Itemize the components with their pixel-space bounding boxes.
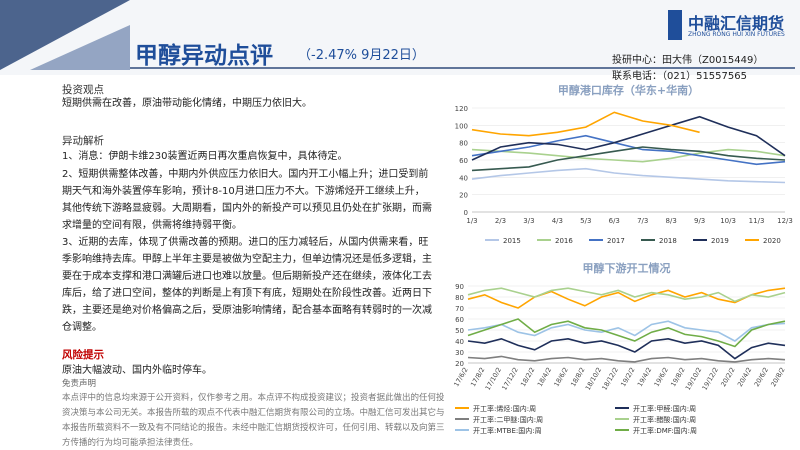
y-tick-label: 60: [455, 316, 464, 324]
x-tick-label: 19/4/2: [636, 366, 653, 388]
series-line: [467, 355, 786, 363]
heading: 免责声明: [62, 379, 97, 389]
x-tick-label: 2/3: [495, 217, 506, 225]
legend-label: 开工率:醋酸:国内:周: [633, 415, 696, 424]
heading: 异动解析: [62, 135, 104, 147]
x-tick-label: 18/6/2: [552, 366, 569, 388]
legend-label: 开工率:甲醛:国内:周: [633, 404, 696, 413]
paragraph: 1、消息：伊朗卡维230装置近两日再次重启恢复中，具体待定。: [62, 151, 348, 162]
logo-en: ZHONG RONG HUI XIN FUTURES: [688, 31, 785, 38]
logo-cn: 中融汇信期货: [688, 14, 785, 33]
x-tick-label: 6/3: [609, 217, 620, 225]
y-tick-label: 90: [455, 283, 464, 291]
x-tick-label: 18/2/2: [519, 366, 536, 388]
series-line: [471, 111, 700, 137]
series-line: [471, 134, 786, 166]
y-tick-label: 50: [455, 327, 464, 335]
legend-label: 2018: [659, 237, 677, 245]
y-tick-label: 30: [455, 349, 464, 357]
x-tick-label: 18/4/2: [536, 366, 553, 388]
x-tick-label: 17/12/2: [500, 366, 519, 392]
paragraph: 3、近期的去库，体现了供需改善的预期。进口的压力减轻后，从国内供需来看，旺季影响…: [62, 237, 432, 333]
phone: 联系电话：（021）51557565: [612, 71, 747, 82]
x-tick-label: 20/2/2: [719, 366, 736, 388]
series-line: [471, 115, 786, 161]
legend-label: 开工率:烯烃:国内:周: [473, 404, 536, 413]
legend-label: 2016: [555, 237, 573, 245]
x-tick-label: 4/3: [552, 217, 563, 225]
chart-title: 甲醇港口库存（华东+华南）: [558, 83, 699, 97]
x-tick-label: 10/3: [720, 217, 736, 225]
legend-label: 开工率:MTBE:国内:周: [473, 426, 542, 435]
y-tick-label: 20: [455, 360, 464, 368]
x-tick-label: 17/6/2: [452, 366, 469, 388]
author: 投研中心：田大伟（Z0015449）: [612, 55, 764, 66]
series-line: [467, 320, 786, 342]
y-tick-label: 120: [455, 105, 468, 113]
series-line: [471, 167, 786, 184]
x-tick-label: 19/8/2: [669, 366, 686, 388]
subtitle: （-2.47% 9月22日）: [298, 48, 425, 63]
chart-title: 甲醇下游开工情况: [583, 261, 671, 275]
series-line: [467, 337, 786, 360]
paragraph: 原油大幅波动、国内外临时停车。: [62, 365, 212, 376]
legend-label: 2020: [763, 237, 781, 245]
x-tick-label: 18/12/2: [600, 366, 619, 392]
x-tick-label: 19/12/2: [701, 366, 720, 392]
x-tick-label: 7/3: [637, 217, 648, 225]
x-tick-label: 17/8/2: [469, 366, 486, 388]
paragraph: 短期供需在改善，原油带动能化情绪，中期压力依旧大。: [62, 98, 312, 109]
x-tick-label: 20/6/2: [753, 366, 770, 388]
heading: 投资观点: [62, 84, 104, 96]
chart: 甲醇港口库存（华东+华南） 0 20 40 60 80 100 120 1/3 2/3 3/3 4/3…: [455, 83, 793, 245]
paragraph: 2、短期供需整体改善，中期内外供应压力依旧大。国内开工小幅上升；进口受到前期天气…: [62, 169, 432, 231]
x-tick-label: 8/3: [666, 217, 677, 225]
y-tick-label: 20: [459, 192, 468, 200]
legend-label: 2015: [503, 237, 521, 245]
legend-label: 2019: [711, 237, 729, 245]
y-tick-label: 70: [455, 305, 464, 313]
y-tick-label: 60: [459, 157, 468, 165]
y-tick-label: 40: [459, 174, 468, 182]
x-tick-label: 5/3: [580, 217, 591, 225]
y-tick-label: 0: [464, 209, 468, 217]
y-tick-label: 100: [455, 122, 468, 130]
legend-label: 开工率:二甲醚:国内:周: [473, 415, 543, 424]
x-tick-label: 19/6/2: [653, 366, 670, 388]
legend-label: 开工率:DMF:国内:周: [633, 426, 697, 435]
x-tick-label: 9/3: [694, 217, 705, 225]
y-tick-label: 40: [455, 338, 464, 346]
series-line: [467, 318, 786, 348]
series-line: [471, 146, 786, 172]
y-tick-label: 80: [459, 140, 468, 148]
x-tick-label: 3/3: [523, 217, 534, 225]
series-line: [467, 287, 786, 303]
x-tick-label: 11/3: [749, 217, 765, 225]
x-tick-label: 18/8/2: [569, 366, 586, 388]
series-line: [471, 148, 786, 163]
y-tick-label: 80: [455, 294, 464, 302]
x-tick-label: 1/3: [466, 217, 477, 225]
series-line: [467, 287, 786, 309]
x-tick-label: 12/3: [777, 217, 793, 225]
header-bg: [0, 0, 800, 75]
x-tick-label: 19/2/2: [619, 366, 636, 388]
heading: 风险提示: [62, 349, 104, 361]
x-tick-label: 20/8/2: [769, 366, 786, 388]
title: 甲醇异动点评: [135, 43, 273, 69]
x-tick-label: 20/4/2: [736, 366, 753, 388]
legend-label: 2017: [607, 237, 625, 245]
disclaimer: 本点评中的信息均来源于公开资料，仅作参考之用。本点评不构成投资建议；投资者据此做…: [62, 393, 445, 448]
chart: 甲醇下游开工情况 20 30 40 50 60 70 80 90 17/6/2 17/8/2 17/1…: [452, 261, 786, 435]
